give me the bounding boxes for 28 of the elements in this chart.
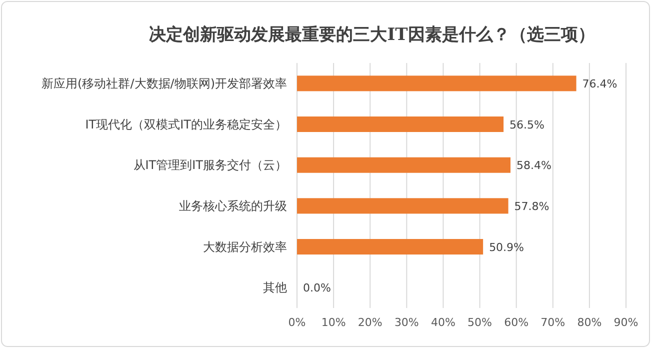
x-tick-label: 80%: [577, 316, 602, 329]
data-label: 56.5%: [510, 118, 544, 132]
y-tick-label: IT现代化（双模式IT的业务稳定安全）: [85, 117, 287, 132]
y-tick-label: 其他: [263, 280, 287, 295]
x-tick-label: 60%: [504, 316, 529, 329]
y-tick-label: 新应用(移动社群/大数据/物联网)开发部署效率: [42, 76, 287, 90]
y-tick-label: 大数据分析效率: [203, 240, 287, 254]
data-label: 58.4%: [516, 159, 552, 172]
bar: [297, 76, 576, 92]
x-tick-label: 50%: [468, 316, 492, 329]
x-tick-label: 10%: [321, 316, 346, 329]
data-label: 57.8%: [514, 200, 550, 213]
x-tick-label: 70%: [540, 316, 566, 329]
x-tick-label: 40%: [430, 316, 456, 329]
x-tick-label: 20%: [358, 316, 382, 329]
data-label: 0.0%: [303, 282, 331, 295]
x-tick-label: 0%: [288, 316, 306, 329]
bar: [297, 238, 484, 255]
data-label: 76.4%: [582, 77, 618, 90]
bar: [297, 157, 510, 173]
data-label: 50.9%: [489, 240, 524, 254]
bar: [297, 116, 504, 132]
y-tick-label: 业务核心系统的升级: [179, 198, 287, 213]
bar: [297, 198, 508, 214]
x-tick-label: 90%: [614, 316, 638, 329]
x-tick-label: 30%: [394, 316, 419, 329]
y-tick-label: 从IT管理到IT服务交付（云）: [133, 158, 287, 172]
chart-title: 决定创新驱动发展最重要的三大IT因素是什么？（选三项）: [149, 25, 595, 45]
